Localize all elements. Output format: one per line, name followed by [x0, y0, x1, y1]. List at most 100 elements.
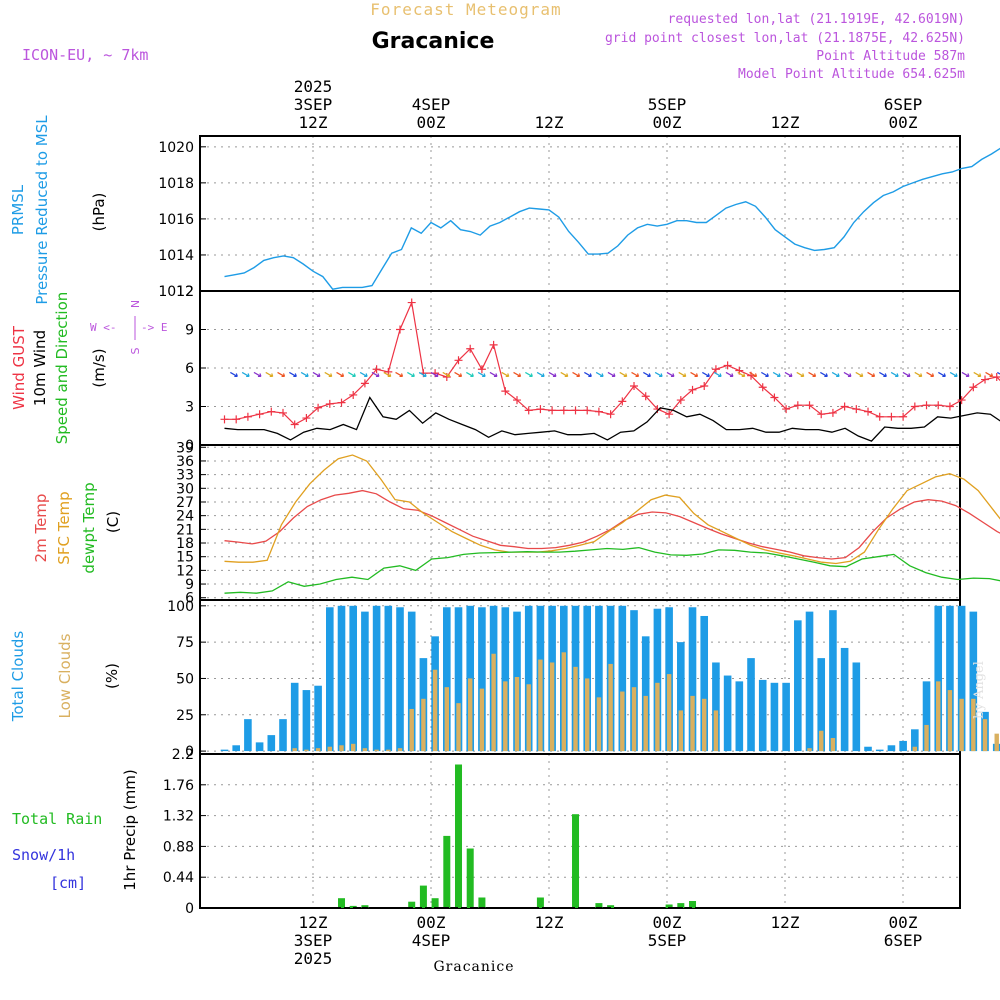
top-time-label: 2025	[294, 77, 333, 96]
footer-label: Gracanice	[433, 959, 514, 975]
bottom-time-label: 12Z	[771, 913, 800, 932]
total-cloud-bar	[267, 735, 276, 752]
dewpoint-line	[224, 546, 1000, 594]
wind-arrow	[643, 371, 651, 378]
low-cloud-bar	[468, 678, 473, 752]
low-cloud-bar	[444, 687, 450, 752]
y-tick-label: 0.88	[163, 839, 194, 855]
wind-arrow	[418, 371, 427, 378]
low-cloud-bar	[807, 748, 812, 752]
gust-point	[665, 410, 674, 419]
top-time-label: 3SEP	[294, 95, 333, 114]
wind-arrow	[713, 371, 722, 378]
low-cloud-bar	[503, 681, 508, 752]
gust-point	[360, 379, 369, 388]
wind-arrow	[772, 371, 781, 378]
y-tick-label: 75	[176, 635, 194, 651]
y-tick-label: 15	[176, 550, 194, 566]
gust-point	[711, 365, 720, 374]
wind-arrow	[348, 371, 356, 378]
gust-point	[501, 387, 510, 396]
gust-point	[828, 408, 837, 417]
gust-point	[536, 405, 545, 414]
low-cloud-bar	[643, 695, 648, 752]
t2m-label: 2m Temp	[32, 494, 50, 563]
y-tick-label: 25	[176, 708, 194, 724]
wind-arrow	[938, 371, 946, 378]
gust-point	[641, 392, 650, 401]
low-cloud-bar	[386, 749, 391, 752]
total-cloud-bar	[244, 719, 252, 752]
wind-arrow	[407, 371, 415, 378]
info-line-2: grid point closest lon,lat (21.1875E, 42…	[605, 31, 965, 46]
temp-unit: (C)	[104, 511, 122, 533]
clouds-panel: 0 25 50 75 100	[167, 599, 1000, 760]
total-cloud-bar	[501, 607, 510, 752]
low-cloud-bar	[819, 730, 824, 752]
low-cloud-bar	[959, 698, 964, 752]
gust-point	[454, 356, 463, 365]
wind-arrow	[678, 371, 687, 378]
t2m-line	[224, 489, 1000, 560]
low-cloud-bar	[432, 669, 438, 752]
pressure-unit: (hPa)	[90, 193, 108, 232]
gust-point	[875, 412, 884, 421]
wind-arrow	[454, 371, 463, 378]
y-tick-label: 1014	[158, 248, 194, 264]
y-tick-label: 30	[176, 481, 194, 497]
gust-point	[922, 401, 931, 410]
gust-point	[606, 410, 615, 419]
chart-subtitle: Forecast Meteogram	[370, 0, 561, 19]
y-tick-label: 21	[176, 522, 194, 538]
rain-bar	[408, 901, 416, 908]
total-cloud-bar	[337, 605, 346, 752]
rain-bar	[443, 835, 451, 908]
gust-point	[782, 405, 791, 414]
wind-arrow	[572, 371, 581, 378]
top-time-label: 12Z	[771, 113, 800, 132]
wind-arrow	[548, 371, 557, 378]
gust-point	[630, 381, 639, 390]
total-cloud-bar	[220, 749, 229, 752]
total-cloud-bar	[677, 642, 685, 752]
low-cloud-bar	[994, 733, 999, 752]
y-tick-label: 12	[176, 563, 194, 579]
gust-point	[337, 398, 346, 407]
bottom-time-label: 00Z	[653, 913, 682, 932]
total-cloud-bar	[829, 610, 837, 752]
y-tick-label: 6	[185, 591, 194, 607]
y-tick-label: 9	[185, 577, 194, 593]
total-cloud-bar	[279, 719, 287, 752]
total-cloud-bar	[630, 610, 638, 752]
snow-unit: [cm]	[50, 874, 86, 892]
low-cloud-bar	[830, 738, 836, 752]
total-cloud-bar	[443, 607, 451, 752]
wind-arrow	[277, 371, 286, 378]
gust-point	[559, 406, 568, 415]
wind-arrow	[300, 371, 309, 378]
low-cloud-bar	[971, 698, 976, 752]
total-cloud-bar	[232, 745, 241, 752]
y-tick-label: 12	[176, 284, 194, 300]
total-cloud-bar	[255, 742, 264, 752]
total-cloud-bar	[700, 615, 709, 752]
y-tick-label: 50	[176, 671, 194, 687]
wind-arrow	[595, 371, 604, 378]
gust-point	[243, 412, 252, 421]
gust-point	[805, 401, 814, 410]
gust-point	[852, 405, 861, 414]
total-cloud-bar	[747, 658, 755, 752]
pressure-label-1: PRMSL	[9, 184, 27, 235]
total-cloud-bar	[372, 605, 381, 752]
wind-arrow	[949, 371, 958, 378]
gust-point	[969, 383, 978, 392]
wind-arrow	[383, 371, 392, 378]
top-time-label: 00Z	[653, 113, 682, 132]
precip-panel: 0 0.44 0.88 1.32 1.76 2.2	[163, 747, 961, 917]
gust-point	[723, 361, 732, 370]
total-cloud-bar	[361, 611, 369, 752]
gust-point	[700, 381, 709, 390]
low-cloud-bar	[292, 748, 297, 752]
total-cloud-bar	[302, 690, 311, 752]
